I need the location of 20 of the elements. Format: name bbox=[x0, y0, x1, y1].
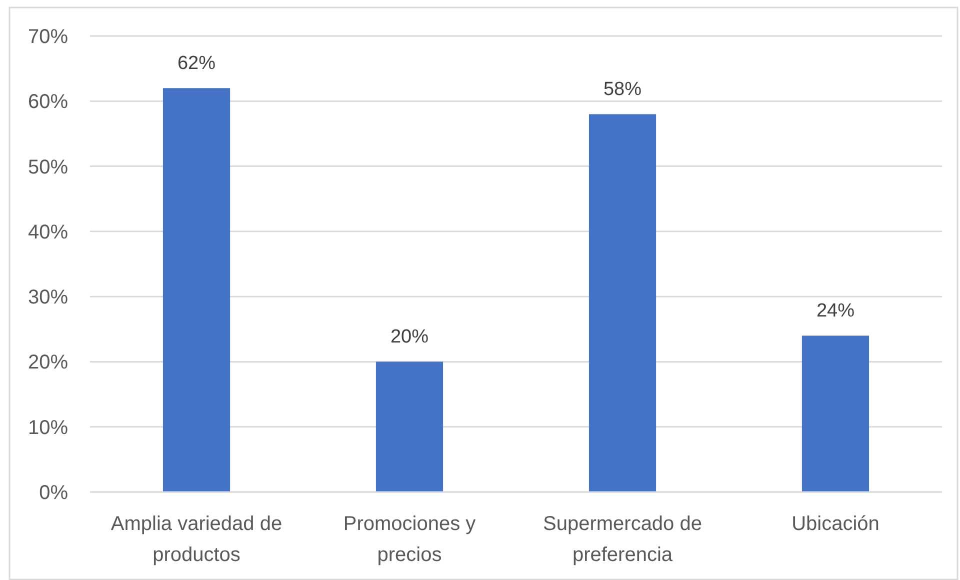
data-label: 24% bbox=[816, 300, 855, 322]
y-tick-label: 10% bbox=[28, 416, 68, 439]
x-tick-label: Supermercado de preferencia bbox=[543, 513, 702, 566]
bar bbox=[376, 362, 444, 492]
x-tick-label: Amplia variedad de productos bbox=[110, 513, 282, 566]
x-tick-label: Promociones y precios bbox=[343, 513, 476, 566]
y-tick-label: 40% bbox=[28, 221, 68, 244]
data-label: 62% bbox=[177, 53, 216, 74]
y-tick-label: 30% bbox=[28, 286, 68, 309]
x-tick-label: Ubicación bbox=[792, 513, 880, 535]
bar bbox=[802, 336, 870, 492]
bar bbox=[162, 88, 230, 492]
y-tick-label: 0% bbox=[39, 482, 68, 504]
data-label: 58% bbox=[603, 79, 642, 100]
y-tick-label: 60% bbox=[28, 91, 68, 114]
y-tick-label: 70% bbox=[28, 26, 68, 48]
y-tick-label: 50% bbox=[28, 156, 68, 178]
y-tick-label: 20% bbox=[28, 352, 68, 374]
data-label: 20% bbox=[390, 326, 429, 348]
bar bbox=[588, 114, 656, 492]
